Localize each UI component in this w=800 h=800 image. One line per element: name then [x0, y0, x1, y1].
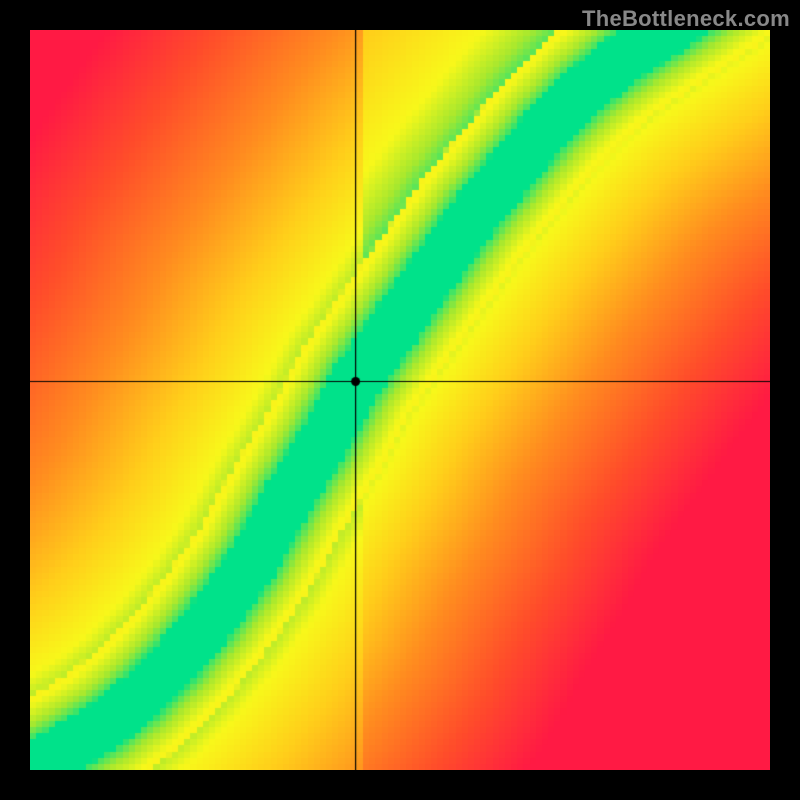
watermark-text: TheBottleneck.com [582, 6, 790, 32]
bottleneck-heatmap [30, 30, 770, 770]
chart-container: TheBottleneck.com [0, 0, 800, 800]
